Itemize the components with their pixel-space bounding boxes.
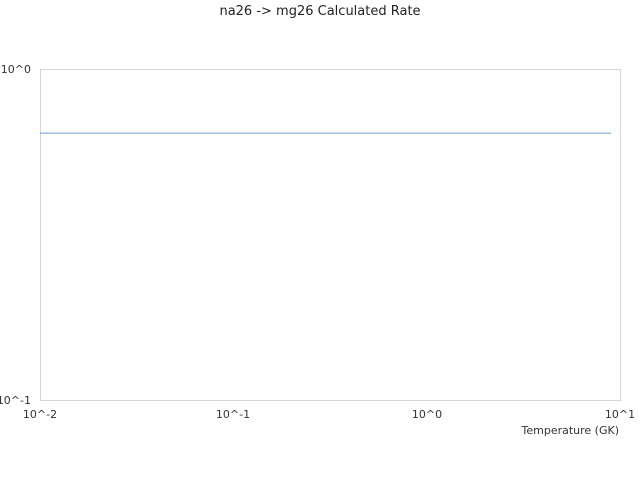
x-tick-label: 10^-1	[216, 408, 250, 421]
y-tick-label: 10^0	[1, 63, 31, 76]
x-tick-label: 10^1	[605, 408, 635, 421]
plot-frame	[40, 69, 621, 401]
x-tick-label: 10^0	[412, 408, 442, 421]
x-tick-label: 10^-2	[23, 408, 57, 421]
chart-title: na26 -> mg26 Calculated Rate	[219, 4, 421, 19]
x-axis-label: Temperature (GK)	[521, 424, 620, 437]
y-tick-label: 10^-1	[0, 394, 31, 407]
